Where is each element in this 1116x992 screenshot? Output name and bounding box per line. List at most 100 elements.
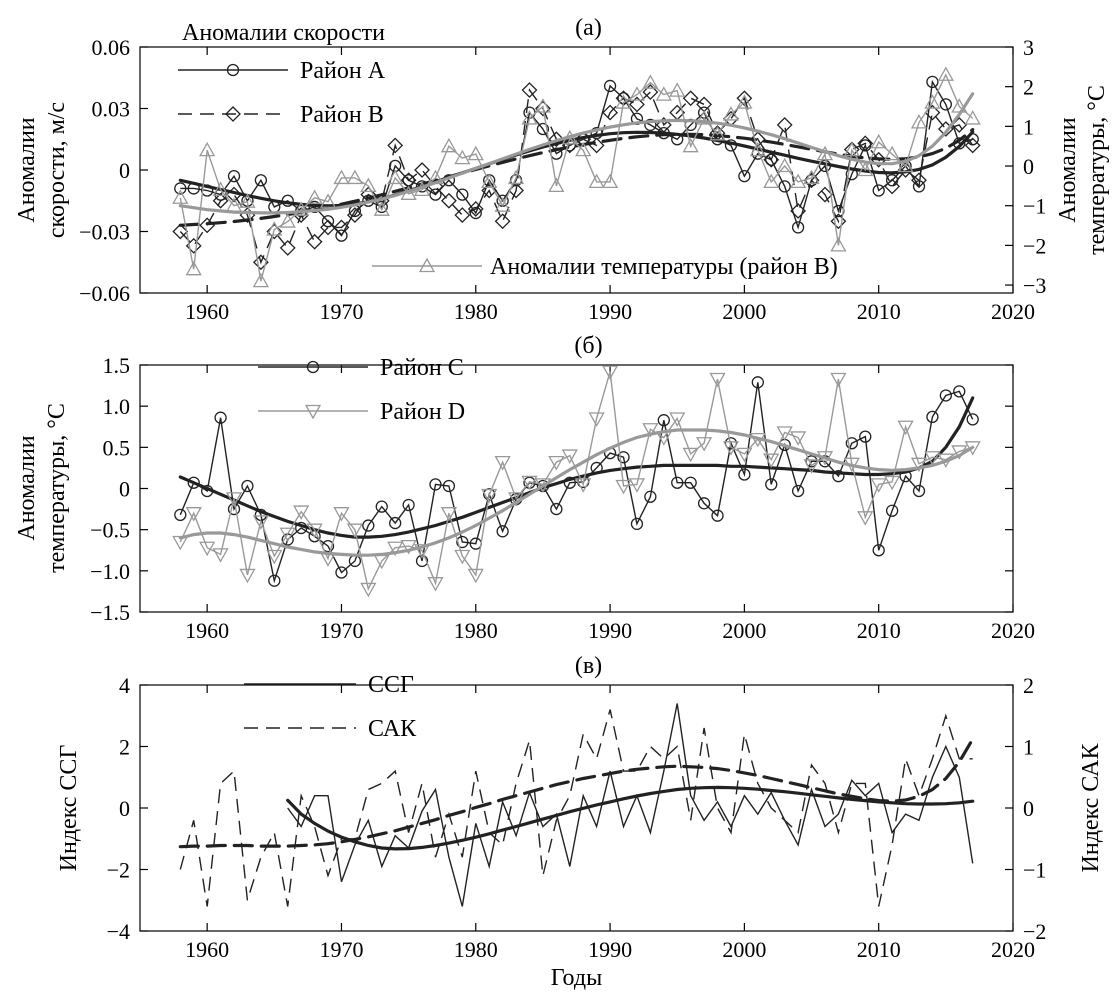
panel-label-1: (б)	[574, 333, 602, 359]
legend-entry-a2: Район B	[178, 102, 384, 128]
series-point-1-0	[738, 468, 751, 481]
x-tick-label: 1970	[319, 299, 363, 324]
series-point-0-2	[172, 189, 189, 204]
series-trend-1-1	[178, 428, 975, 557]
y-tick-label: 0	[119, 158, 130, 183]
series-point-1-0	[268, 574, 281, 587]
legend-marker	[304, 404, 322, 420]
series-point-1-1	[857, 511, 874, 526]
y-axis-title: Аномалии	[14, 117, 40, 222]
series-point-0-0	[644, 118, 657, 132]
series-point-0-2	[830, 237, 847, 252]
series-point-0-1	[454, 207, 471, 224]
legend-marker	[226, 63, 240, 77]
x-tick-label: 2010	[857, 937, 901, 962]
series-point-1-1	[373, 554, 390, 570]
y-tick-label: 0.06	[92, 35, 131, 60]
series-point-0-1	[642, 84, 659, 101]
series-point-0-2	[910, 114, 928, 129]
series-point-1-1	[481, 488, 498, 504]
series-point-0-2	[561, 129, 578, 145]
legend-entry-c1: ССГ	[244, 672, 414, 698]
series-point-1-1	[185, 507, 202, 522]
series-point-0-2	[749, 141, 766, 157]
series-point-1-1	[736, 447, 753, 463]
series-point-1-1	[319, 552, 337, 567]
series-point-1-1	[279, 527, 296, 543]
series-point-0-0	[174, 182, 187, 195]
legend-entry-a3: Аномалии температуры (район В)	[372, 254, 838, 280]
series-point-0-0	[671, 133, 684, 146]
series-point-0-2	[575, 141, 592, 157]
y-tick-label: 4	[119, 673, 130, 698]
series-point-1-1	[615, 479, 632, 495]
series-point-1-1	[763, 453, 780, 469]
series-point-0-0	[469, 206, 482, 220]
series-point-1-1	[789, 431, 807, 446]
x-tick-label: 2010	[857, 299, 901, 324]
series-point-1-0	[832, 469, 845, 483]
series-point-0-2	[588, 173, 605, 189]
series-point-0-2	[427, 169, 444, 185]
series-point-0-2	[642, 74, 659, 89]
series-point-0-0	[791, 221, 805, 234]
series-point-0-1	[387, 137, 404, 154]
series-point-0-0	[456, 188, 469, 201]
panel-label-0: (а)	[575, 15, 602, 41]
series-point-1-0	[348, 554, 362, 568]
series-point-0-2	[440, 137, 458, 153]
series-line-1-1	[179, 371, 973, 592]
series-point-1-0	[684, 476, 697, 489]
series-point-1-1	[454, 549, 471, 565]
series-line-2-1	[179, 709, 973, 907]
x-tick-label: 2020	[991, 937, 1035, 962]
series-point-1-1	[494, 456, 511, 471]
y2-tick-label: 0	[1023, 154, 1034, 179]
series-point-0-2	[736, 94, 753, 109]
series-point-1-1	[521, 475, 538, 491]
series-point-0-2	[481, 173, 498, 189]
x-tick-label: 1980	[454, 618, 498, 643]
series-point-1-1	[830, 372, 847, 388]
series-point-1-0	[375, 500, 388, 513]
series-point-0-1	[857, 135, 874, 152]
y2-tick-label: 1	[1023, 114, 1034, 139]
series-point-1-0	[563, 476, 576, 489]
series-point-0-2	[467, 145, 484, 161]
series-point-0-1	[736, 90, 753, 107]
x-tick-label: 1990	[588, 618, 632, 643]
series-point-0-1	[817, 186, 833, 203]
panel-1-axes: 1960 1970 1980 1990 2000 2010 2020 1.5 1.0 0.5 0 −0…	[90, 333, 1035, 643]
series-point-0-2	[897, 157, 914, 173]
series-point-1-1	[507, 492, 525, 507]
x-tick-label: 1980	[454, 299, 498, 324]
series-point-0-2	[937, 66, 954, 81]
series-point-1-0	[711, 509, 724, 522]
legend-entry-c2: САК	[244, 716, 417, 742]
series-point-0-0	[603, 79, 617, 93]
series-point-1-1	[252, 515, 269, 530]
y2-tick-label: −2	[1023, 233, 1046, 258]
x-tick-label: 1990	[588, 299, 632, 324]
y2-tick-label: 1	[1023, 735, 1034, 760]
series-point-0-1	[212, 192, 229, 209]
legend-label: Район B	[300, 102, 384, 128]
series-point-0-1	[830, 213, 847, 230]
series-point-0-2	[655, 86, 672, 101]
series-point-0-2	[789, 173, 807, 189]
legend-panel-a: Аномалии скорости Район А Район B Аномалии …	[178, 20, 838, 280]
series-point-1-0	[550, 502, 563, 516]
series-point-1-0	[496, 525, 509, 538]
series-point-1-1	[266, 549, 283, 565]
series-point-0-1	[172, 223, 189, 240]
series-point-1-0	[429, 478, 442, 491]
series-point-0-2	[225, 197, 243, 212]
series-point-1-1	[400, 539, 417, 555]
series-point-0-2	[360, 177, 377, 193]
series-point-1-0	[899, 469, 912, 483]
y2-axis-title: Аномалии	[1055, 117, 1081, 222]
series-point-0-2	[333, 169, 350, 185]
series-point-1-1	[561, 449, 578, 464]
y2-tick-label: −2	[1023, 919, 1046, 944]
series-point-1-1	[655, 431, 672, 446]
